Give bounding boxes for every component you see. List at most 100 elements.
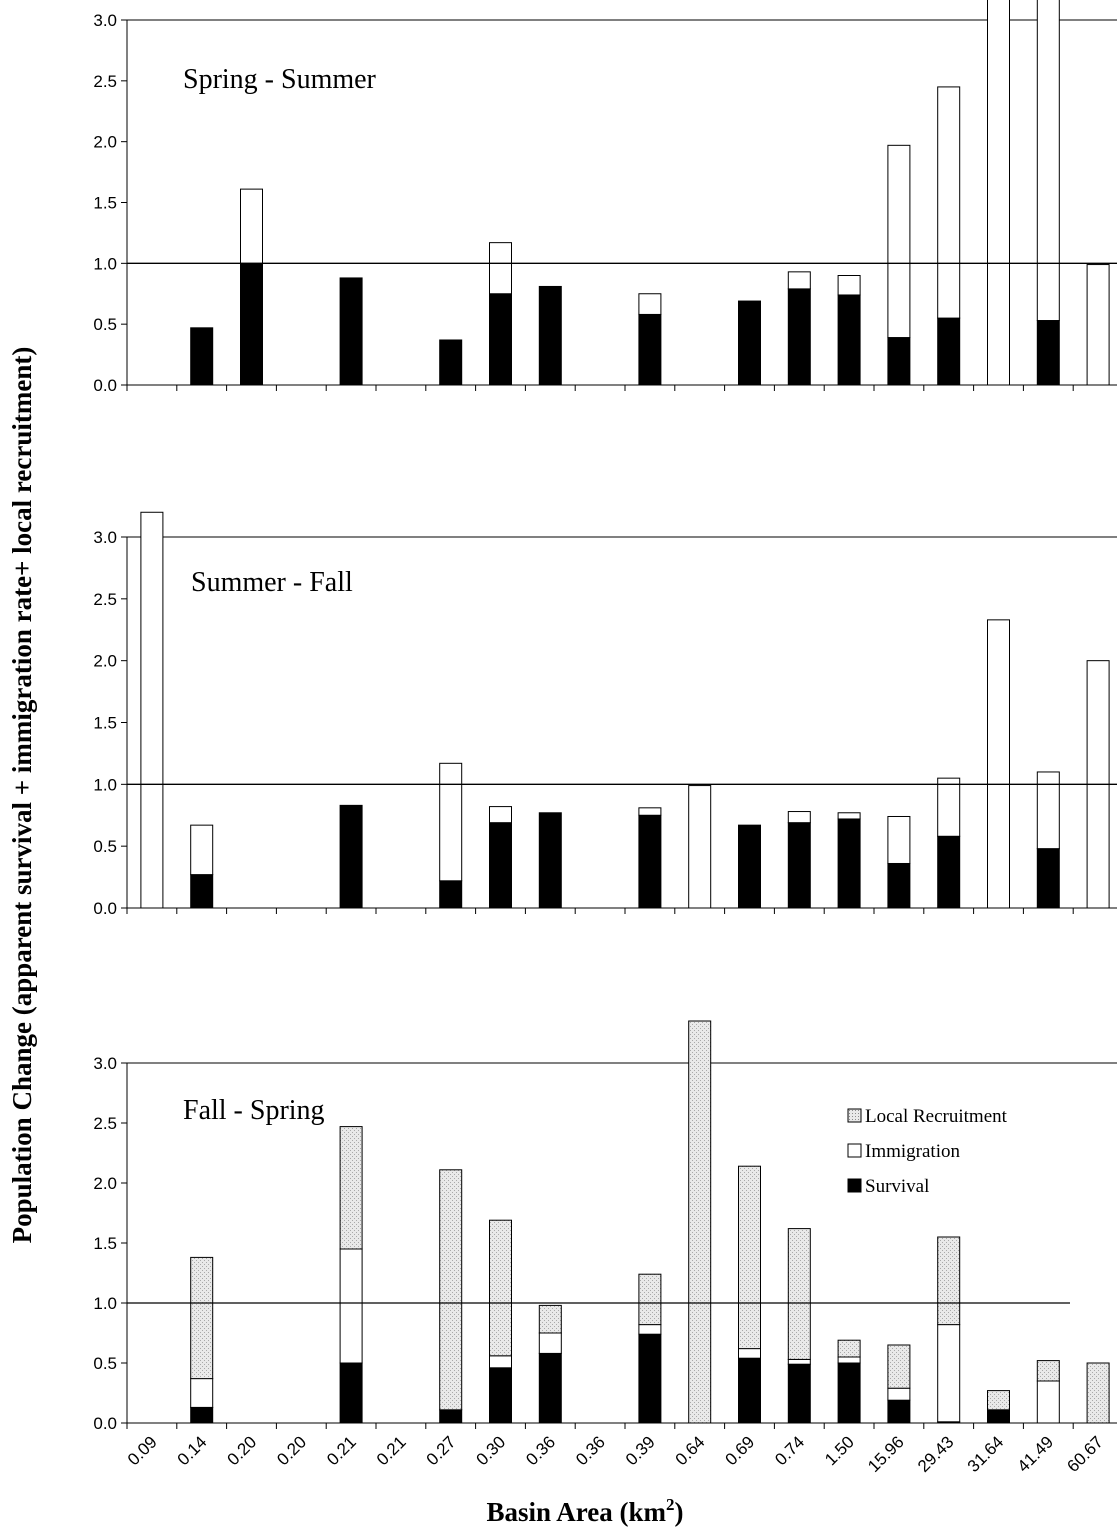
survival-segment — [638, 313, 662, 386]
immigration-segment — [738, 1348, 761, 1359]
immigration-segment — [1036, 1380, 1060, 1424]
legend-swatch-survival — [847, 1178, 862, 1193]
local-recruitment-segment — [887, 1344, 911, 1389]
immigration-segment — [140, 511, 164, 909]
survival-segment — [489, 822, 512, 909]
survival-segment — [787, 822, 811, 909]
x-tick-label: 0.74 — [771, 1432, 808, 1469]
x-axis-title-text: Basin Area (km2) — [486, 1495, 683, 1527]
x-tick-label: 31.64 — [964, 1432, 1008, 1476]
survival-segment — [837, 294, 861, 386]
y-tick-label: 0.5 — [93, 837, 117, 856]
panel-2: 0.0 0.5 1.0 1.5 2.0 2.5 3.0 Summer - Fall — [93, 511, 1117, 918]
immigration-segment — [787, 271, 811, 290]
y-tick-label: 1.0 — [93, 775, 117, 794]
x-tick-label: 0.21 — [373, 1432, 410, 1469]
legend-label: Survival — [865, 1176, 929, 1197]
bar-group — [190, 1020, 1110, 1424]
immigration-segment — [887, 815, 911, 864]
x-tick-label: 0.14 — [174, 1432, 211, 1469]
local-recruitment-segment — [837, 1339, 861, 1358]
immigration-segment — [887, 1387, 911, 1401]
survival-segment — [240, 262, 263, 386]
local-recruitment-segment — [489, 1219, 512, 1357]
bar-group — [190, 0, 1110, 386]
immigration-segment — [1036, 771, 1060, 850]
immigration-segment — [837, 812, 861, 820]
panel-title: Summer - Fall — [191, 567, 353, 598]
survival-segment — [439, 1409, 463, 1424]
x-tick-label: 0.27 — [423, 1432, 460, 1469]
survival-segment — [190, 1406, 214, 1424]
y-tick-label: 1.0 — [93, 1294, 117, 1313]
immigration-segment — [439, 762, 463, 882]
survival-segment — [837, 818, 861, 909]
y-tick-label: 2.0 — [93, 1174, 117, 1193]
survival-segment — [787, 1363, 811, 1424]
immigration-segment — [638, 807, 662, 816]
x-tick-label: 60.67 — [1063, 1432, 1107, 1476]
local-recruitment-segment — [787, 1228, 811, 1360]
survival-segment — [738, 300, 761, 386]
immigration-segment — [489, 242, 512, 295]
immigration-segment — [190, 824, 214, 876]
immigration-segment — [887, 144, 911, 339]
survival-segment — [538, 1352, 562, 1424]
y-tick-label: 1.5 — [93, 194, 117, 213]
survival-segment — [887, 1399, 911, 1424]
x-axis-title: Basin Area (km2) — [486, 1495, 683, 1527]
local-recruitment-segment — [987, 1390, 1010, 1411]
immigration-segment — [489, 1355, 512, 1369]
x-tick-label: 41.49 — [1014, 1432, 1058, 1476]
survival-segment — [937, 835, 961, 909]
survival-segment — [837, 1362, 861, 1424]
survival-segment — [638, 814, 662, 909]
survival-segment — [339, 277, 363, 386]
y-tick-label: 0.0 — [93, 1414, 117, 1433]
immigration-segment — [937, 86, 961, 319]
immigration-segment — [937, 1324, 961, 1423]
x-axis-title-superscript: 2 — [666, 1495, 675, 1514]
x-tick-label: 0.09 — [124, 1432, 161, 1469]
x-tick-label: 0.30 — [472, 1432, 509, 1469]
survival-segment — [987, 1409, 1010, 1424]
y-tick-label: 0.0 — [93, 376, 117, 395]
y-tick-label: 0.5 — [93, 1354, 117, 1373]
x-tick-label: 15.96 — [864, 1432, 908, 1476]
bar-group — [140, 511, 1110, 909]
y-tick-label: 3.0 — [93, 11, 117, 30]
y-axis-title: Population Change (apparent survival + i… — [7, 347, 37, 1244]
local-recruitment-segment — [339, 1126, 363, 1250]
survival-segment — [638, 1333, 662, 1424]
immigration-segment — [1086, 264, 1110, 386]
y-tick-label: 3.0 — [93, 1054, 117, 1073]
y-tick-label: 1.0 — [93, 254, 117, 273]
x-tick-label: 0.36 — [572, 1432, 609, 1469]
panel-3: 0.0 0.5 1.0 1.5 2.0 2.5 3.0 Fall - Spring 0.09 0.… — [93, 1020, 1117, 1476]
x-tick-label: 0.64 — [672, 1432, 709, 1469]
survival-segment — [887, 337, 911, 386]
y-tick-label: 0.5 — [93, 315, 117, 334]
survival-segment — [1036, 848, 1060, 909]
immigration-segment — [339, 1248, 363, 1364]
y-tick-label: 1.5 — [93, 714, 117, 733]
immigration-segment — [987, 619, 1010, 909]
panel-title: Fall - Spring — [183, 1095, 325, 1126]
panel-title: Spring - Summer — [183, 64, 377, 95]
y-tick-label: 2.5 — [93, 1114, 117, 1133]
y-tick-label: 2.0 — [93, 133, 117, 152]
immigration-segment — [837, 275, 861, 296]
immigration-segment — [489, 806, 512, 824]
survival-segment — [738, 824, 761, 909]
legend-swatch-immigration — [847, 1143, 862, 1158]
immigration-segment — [688, 785, 712, 909]
legend: Local Recruitment Immigration Survival — [847, 1106, 1008, 1197]
legend-label: Immigration — [865, 1141, 960, 1162]
immigration-segment — [190, 1378, 214, 1408]
local-recruitment-segment — [538, 1304, 562, 1334]
survival-segment — [937, 317, 961, 386]
immigration-segment — [787, 1358, 811, 1365]
immigration-segment — [538, 1332, 562, 1354]
